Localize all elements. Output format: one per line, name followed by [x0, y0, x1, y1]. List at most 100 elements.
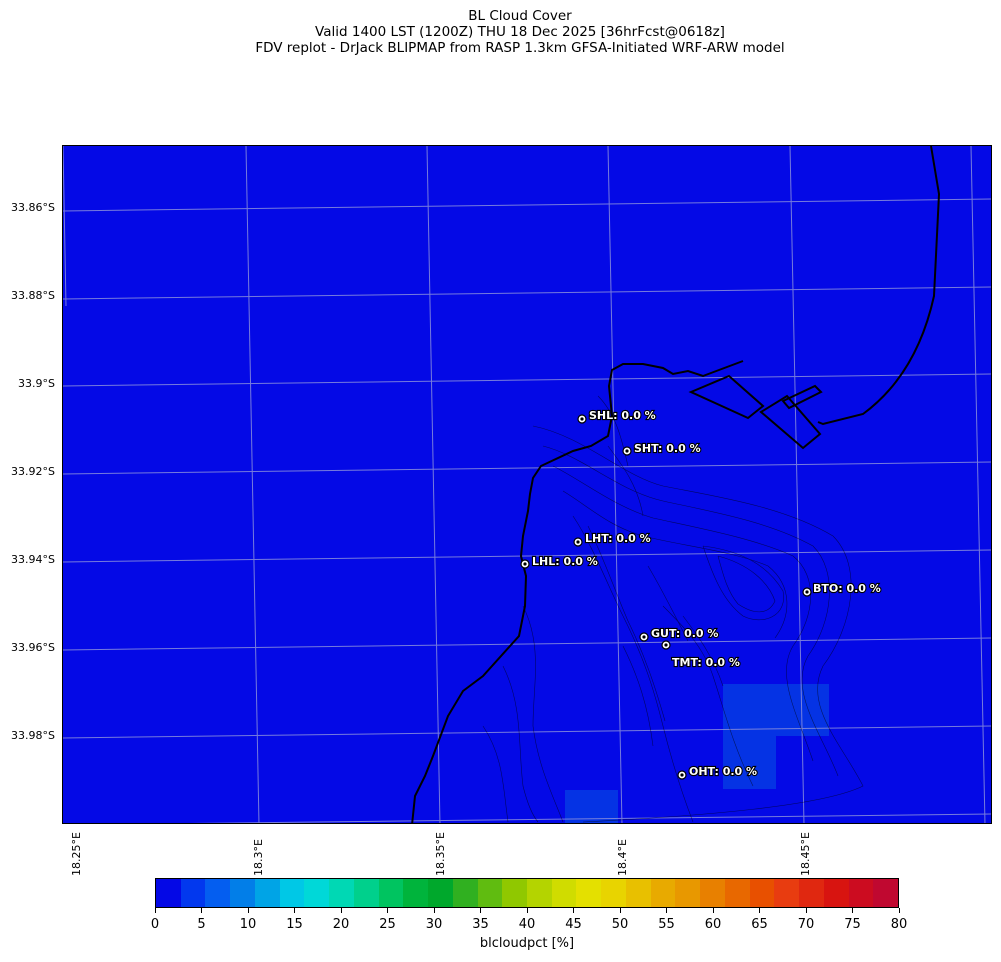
station-lht[interactable]: LHT: 0.0 %: [573, 531, 652, 547]
colorbar-tick-label: 60: [704, 917, 722, 932]
station-sht[interactable]: SHT: 0.0 %: [622, 441, 702, 456]
colorbar-tick-label: 50: [611, 917, 629, 932]
station-bto[interactable]: BTO: 0.0 %: [802, 581, 882, 597]
terrain-contours: [482, 395, 864, 823]
colorbar-tick-label: 80: [890, 917, 908, 932]
station-markers: SHL: 0.0 % SHT: 0.0 % LHT: 0.0 % LHL: 0.…: [520, 408, 882, 780]
colorbar-tick: [294, 908, 295, 913]
lon-label-18-25: 18.25°E: [70, 832, 83, 876]
station-sht-label: SHT: 0.0 %: [634, 442, 701, 455]
lon-label-18-35: 18.35°E: [434, 832, 447, 876]
colorbar-tick-label: 30: [425, 917, 443, 932]
station-gut-label: GUT: 0.0 %: [651, 627, 718, 640]
colorbar-tick: [387, 908, 388, 913]
colorbar-segment: [551, 879, 577, 907]
colorbar-segment: [180, 879, 206, 907]
station-oht-label: OHT: 0.0 %: [689, 765, 757, 778]
colorbar: [155, 878, 899, 908]
colorbar-segment: [279, 879, 305, 907]
colorbar-segment: [205, 879, 231, 907]
lat-label-33-98: 33.98°S: [11, 729, 55, 742]
colorbar-tick: [340, 908, 342, 913]
lon-label-18-45: 18.45°E: [799, 832, 812, 876]
colorbar-tick: [805, 908, 807, 913]
colorbar-segment: [156, 879, 181, 907]
map-panel[interactable]: SHL: 0.0 % SHT: 0.0 % LHT: 0.0 % LHL: 0.…: [62, 145, 992, 824]
colorbar-segment: [650, 879, 676, 907]
lat-label-33-92: 33.92°S: [11, 465, 55, 478]
station-shl-label: SHL: 0.0 %: [589, 409, 656, 422]
colorbar-segment: [749, 879, 775, 907]
colorbar-tick-label: 25: [379, 917, 396, 932]
map-canvas: SHL: 0.0 % SHT: 0.0 % LHT: 0.0 % LHL: 0.…: [63, 146, 991, 824]
colorbar-tick: [852, 908, 853, 913]
station-tmt[interactable]: TMT: 0.0 %: [661, 640, 741, 670]
colorbar-tick-label: 70: [797, 917, 815, 932]
colorbar-tick-label: 45: [565, 917, 582, 932]
colorbar-segment: [477, 879, 503, 907]
station-shl[interactable]: SHL: 0.0 %: [577, 408, 657, 424]
colorbar-tick-label: 0: [150, 917, 160, 932]
colorbar-segment: [700, 879, 725, 907]
colorbar-segment: [403, 879, 429, 907]
colorbar-tick-label: 10: [239, 917, 257, 932]
lon-label-18-30: 18.3°E: [252, 839, 265, 876]
lat-label-33-96: 33.96°S: [11, 641, 55, 654]
colorbar-tick-label: 15: [286, 917, 303, 932]
colorbar-tick: [619, 908, 621, 913]
colorbar-tick: [712, 908, 714, 913]
station-lhl[interactable]: LHL: 0.0 %: [520, 554, 599, 569]
cloud-patches: [565, 684, 829, 823]
map-title: BL Cloud Cover Valid 1400 LST (1200Z) TH…: [0, 8, 1001, 56]
colorbar-tick: [201, 908, 202, 913]
colorbar-tick: [573, 908, 574, 913]
colorbar-segment: [675, 879, 701, 907]
colorbar-tick: [526, 908, 528, 913]
station-bto-label: BTO: 0.0 %: [813, 582, 881, 595]
lat-label-33-90: 33.9°S: [18, 377, 55, 390]
colorbar-tick-label: 20: [332, 917, 350, 932]
lat-label-33-94: 33.94°S: [11, 553, 55, 566]
colorbar-tick: [247, 908, 249, 913]
colorbar-tick: [480, 908, 481, 913]
station-gut[interactable]: GUT: 0.0 %: [639, 626, 720, 642]
colorbar-segment: [625, 879, 651, 907]
colorbar-segment: [452, 879, 478, 907]
lat-label-33-86: 33.86°S: [11, 201, 55, 214]
colorbar-segment: [353, 879, 379, 907]
colorbar-tick-label: 75: [844, 917, 861, 932]
colorbar-tick: [759, 908, 760, 913]
colorbar-segment: [601, 879, 626, 907]
colorbar-segment: [428, 879, 453, 907]
colorbar-segment: [378, 879, 404, 907]
colorbar-segment: [799, 879, 824, 907]
colorbar-segment: [254, 879, 280, 907]
coastline[interactable]: [411, 146, 941, 824]
station-lhl-label: LHL: 0.0 %: [532, 555, 598, 568]
colorbar-tick: [154, 908, 156, 913]
station-lht-label: LHT: 0.0 %: [585, 532, 651, 545]
colorbar-segment: [823, 879, 849, 907]
colorbar-segment: [873, 879, 899, 907]
colorbar-title: blcloudpct [%]: [479, 936, 575, 951]
colorbar-segment: [527, 879, 552, 907]
colorbar-tick: [433, 908, 435, 913]
graticule: [63, 146, 991, 823]
station-tmt-label: TMT: 0.0 %: [672, 656, 740, 669]
colorbar-tick-label: 40: [518, 917, 536, 932]
lon-label-18-40: 18.4°E: [616, 839, 629, 876]
colorbar-tick-label: 5: [197, 917, 206, 932]
colorbar-tick-label: 55: [658, 917, 675, 932]
title-line-2: Valid 1400 LST (1200Z) THU 18 Dec 2025 […: [315, 24, 725, 40]
colorbar-segment: [329, 879, 354, 907]
colorbar-segment: [774, 879, 800, 907]
lat-label-33-88: 33.88°S: [11, 289, 55, 302]
colorbar-segment: [304, 879, 330, 907]
colorbar-segment: [848, 879, 874, 907]
colorbar-segment: [230, 879, 255, 907]
station-oht[interactable]: OHT: 0.0 %: [677, 764, 758, 780]
colorbar-segment: [502, 879, 528, 907]
title-line-1: BL Cloud Cover: [468, 8, 572, 24]
colorbar-segment: [576, 879, 602, 907]
colorbar-tick: [666, 908, 667, 913]
